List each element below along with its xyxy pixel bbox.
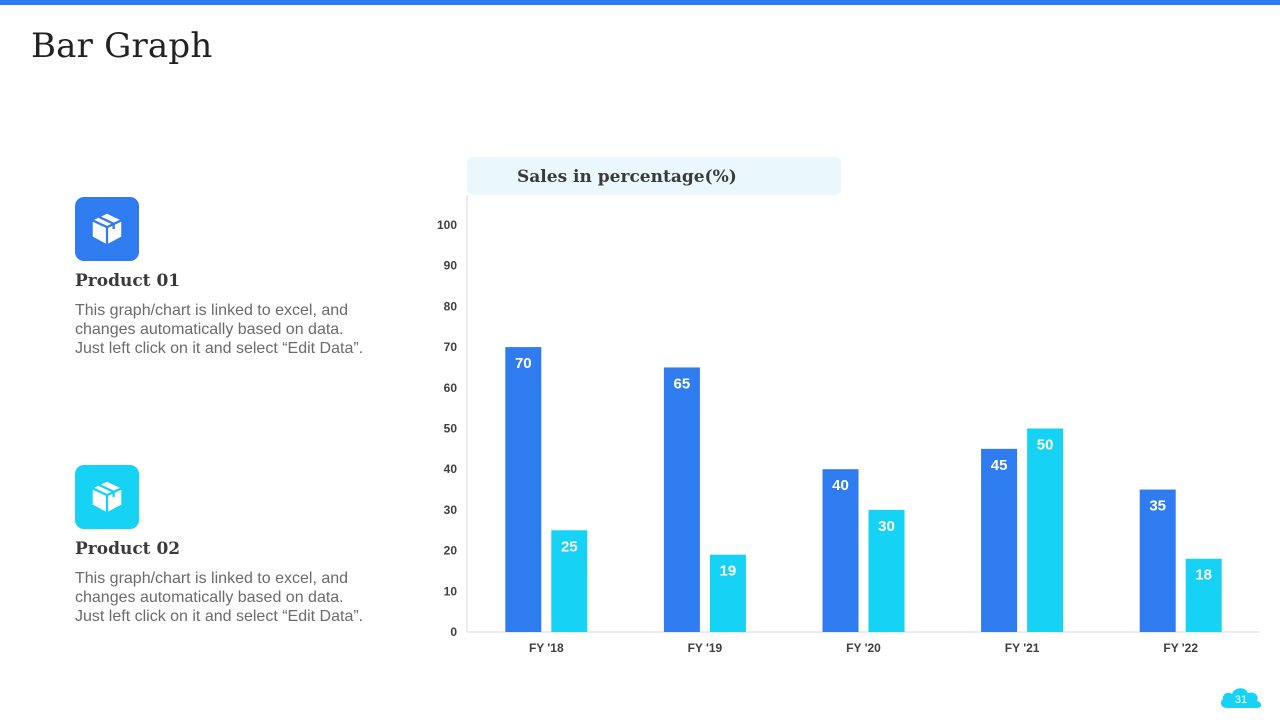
bar-series-1 <box>505 347 542 632</box>
product-2-description: This graph/chart is linked to excel, and… <box>75 570 364 625</box>
data-label: 70 <box>515 355 532 372</box>
data-label: 40 <box>832 477 849 494</box>
slide-title: Bar Graph <box>31 26 213 66</box>
data-label: 35 <box>1149 498 1166 515</box>
bar-chart: Sales in percentage(%) 0 10 20 30 40 50 60 70 80… <box>420 150 1270 670</box>
product-2-title: Product 02 <box>75 539 181 559</box>
data-label: 25 <box>561 538 578 555</box>
product-card-1: Product 01 This graph/chart is linked to… <box>75 197 395 358</box>
product-1-description: This graph/chart is linked to excel, and… <box>75 302 364 357</box>
y-tick-label: 70 <box>444 340 458 354</box>
chart-plot: 0 10 20 30 40 50 60 70 80 90 100 FY '18 70 25 FY '19 65… <box>437 195 1260 655</box>
box-icon <box>92 213 122 245</box>
y-tick-label: 50 <box>444 422 458 436</box>
data-label: 18 <box>1195 567 1212 584</box>
bar-series-2 <box>868 509 905 632</box>
x-tick-label: FY '20 <box>846 641 881 655</box>
page-number: 31 <box>1235 694 1247 706</box>
box-icon <box>92 481 122 513</box>
bar-series-2 <box>709 554 746 632</box>
product-1-title: Product 01 <box>75 271 181 291</box>
bar-series-1 <box>663 367 700 632</box>
y-tick-label: 100 <box>437 218 457 232</box>
data-label: 45 <box>991 457 1008 474</box>
bar-series-1 <box>1139 489 1176 632</box>
data-label: 50 <box>1037 437 1054 454</box>
y-tick-label: 80 <box>444 299 458 313</box>
data-label: 19 <box>720 563 737 580</box>
bar-series-2 <box>1185 558 1222 632</box>
bar-series-1 <box>981 448 1018 632</box>
product-card-2: Product 02 This graph/chart is linked to… <box>75 465 395 626</box>
y-tick-label: 10 <box>444 584 458 598</box>
y-tick-label: 30 <box>444 503 458 517</box>
x-tick-label: FY '22 <box>1163 641 1198 655</box>
data-label: 65 <box>674 375 691 392</box>
product-1-icon-box <box>75 197 139 261</box>
y-tick-label: 0 <box>450 625 457 639</box>
y-tick-label: 20 <box>444 544 458 558</box>
x-tick-label: FY '19 <box>688 641 723 655</box>
cloud-page-badge: 31 <box>1220 688 1262 708</box>
chart-title-background <box>467 157 841 195</box>
bar-series-2 <box>551 530 588 632</box>
chart-title: Sales in percentage(%) <box>517 167 737 187</box>
y-tick-label: 90 <box>444 259 458 273</box>
x-tick-label: FY '18 <box>529 641 564 655</box>
bar-series-1 <box>822 469 859 632</box>
y-tick-label: 60 <box>444 381 458 395</box>
y-tick-label: 40 <box>444 462 458 476</box>
top-accent-bar <box>0 0 1280 5</box>
product-2-icon-box <box>75 465 139 529</box>
data-label: 30 <box>878 518 895 535</box>
x-tick-label: FY '21 <box>1005 641 1040 655</box>
cloud-icon <box>1220 688 1262 708</box>
bar-series-2 <box>1027 428 1064 632</box>
